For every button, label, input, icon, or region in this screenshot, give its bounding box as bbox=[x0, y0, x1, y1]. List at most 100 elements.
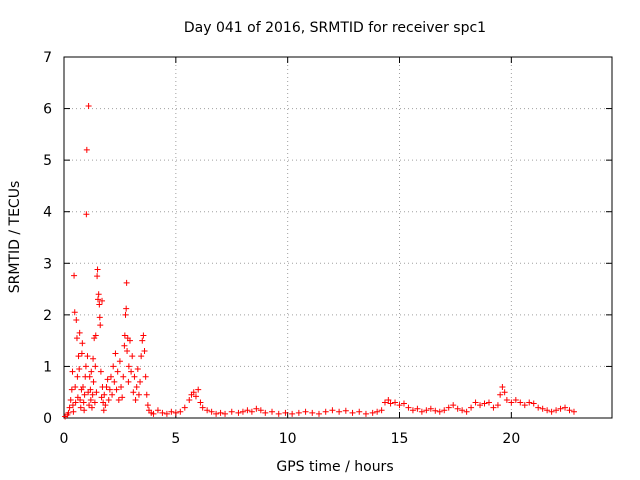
data-point bbox=[121, 342, 128, 349]
data-point bbox=[181, 404, 188, 411]
data-point bbox=[69, 368, 76, 375]
data-point bbox=[423, 407, 430, 414]
data-point bbox=[115, 396, 122, 403]
data-point bbox=[477, 402, 484, 409]
data-point bbox=[133, 384, 140, 391]
data-point bbox=[90, 378, 97, 385]
data-point bbox=[82, 363, 89, 370]
data-point bbox=[497, 391, 504, 398]
data-point bbox=[472, 399, 479, 406]
data-point bbox=[96, 301, 103, 308]
data-point bbox=[199, 404, 206, 411]
data-point bbox=[121, 332, 128, 339]
data-point bbox=[553, 407, 560, 414]
data-point bbox=[92, 363, 99, 370]
data-point bbox=[387, 400, 394, 407]
data-point bbox=[112, 350, 119, 357]
data-point bbox=[499, 384, 506, 391]
data-point bbox=[140, 332, 147, 339]
data-point bbox=[76, 366, 83, 373]
data-point bbox=[450, 402, 457, 409]
data-point bbox=[144, 402, 151, 409]
data-point bbox=[400, 400, 407, 407]
data-point bbox=[342, 407, 349, 414]
data-point bbox=[88, 368, 95, 375]
data-point bbox=[302, 408, 309, 415]
data-point bbox=[454, 405, 461, 412]
data-point bbox=[208, 408, 215, 415]
data-point bbox=[91, 399, 98, 406]
data-point bbox=[378, 407, 385, 414]
data-point bbox=[130, 389, 137, 396]
data-point bbox=[539, 405, 546, 412]
data-point bbox=[66, 404, 73, 411]
data-point bbox=[77, 396, 84, 403]
y-tick-label: 5 bbox=[43, 153, 52, 169]
data-point bbox=[186, 396, 193, 403]
data-point bbox=[119, 394, 126, 401]
data-point bbox=[122, 311, 129, 318]
data-point bbox=[548, 408, 555, 415]
data-point bbox=[116, 358, 123, 365]
data-point bbox=[512, 396, 519, 403]
data-point bbox=[126, 337, 133, 344]
data-point bbox=[526, 399, 533, 406]
data-point bbox=[566, 407, 573, 414]
data-point bbox=[81, 391, 88, 398]
data-point bbox=[494, 402, 501, 409]
data-points bbox=[62, 102, 577, 420]
data-point bbox=[195, 386, 202, 393]
data-point bbox=[329, 407, 336, 414]
data-point bbox=[309, 409, 316, 416]
data-point bbox=[67, 396, 74, 403]
data-point bbox=[74, 373, 81, 380]
data-point bbox=[93, 389, 100, 396]
data-point bbox=[102, 402, 109, 409]
data-point bbox=[94, 296, 101, 303]
data-point bbox=[385, 396, 392, 403]
data-point bbox=[530, 400, 537, 407]
data-point bbox=[289, 410, 296, 417]
data-point bbox=[501, 389, 508, 396]
data-point bbox=[228, 408, 235, 415]
data-point bbox=[177, 408, 184, 415]
data-point bbox=[239, 408, 246, 415]
data-point bbox=[135, 391, 142, 398]
data-point bbox=[562, 404, 569, 411]
x-axis-label: GPS time / hours bbox=[276, 459, 393, 475]
data-point bbox=[369, 409, 376, 416]
data-point bbox=[163, 410, 170, 417]
data-point bbox=[78, 350, 85, 357]
data-point bbox=[159, 409, 166, 416]
data-point bbox=[125, 363, 132, 370]
data-point bbox=[409, 407, 416, 414]
data-point bbox=[362, 410, 369, 417]
data-point bbox=[86, 402, 93, 409]
grid-lines bbox=[64, 57, 612, 418]
data-point bbox=[295, 409, 302, 416]
data-point bbox=[94, 266, 101, 273]
data-point bbox=[154, 407, 161, 414]
data-point bbox=[503, 396, 510, 403]
y-tick-label: 4 bbox=[43, 205, 52, 221]
data-point bbox=[80, 399, 87, 406]
data-point bbox=[125, 378, 132, 385]
y-tick-label: 0 bbox=[43, 411, 52, 427]
data-point bbox=[123, 279, 130, 286]
data-point bbox=[101, 391, 108, 398]
data-point bbox=[92, 332, 99, 339]
data-point bbox=[269, 408, 276, 415]
data-point bbox=[141, 347, 148, 354]
data-point bbox=[282, 409, 289, 416]
x-tick-label: 5 bbox=[171, 431, 180, 447]
data-point bbox=[96, 314, 103, 321]
data-point bbox=[248, 408, 255, 415]
data-point bbox=[81, 407, 88, 414]
data-point bbox=[257, 407, 264, 414]
chart-title: Day 041 of 2016, SRMTID for receiver spc… bbox=[184, 20, 486, 36]
y-tick-label: 1 bbox=[43, 359, 52, 375]
data-point bbox=[113, 386, 120, 393]
axis-ticks bbox=[63, 56, 612, 419]
data-point bbox=[262, 409, 269, 416]
